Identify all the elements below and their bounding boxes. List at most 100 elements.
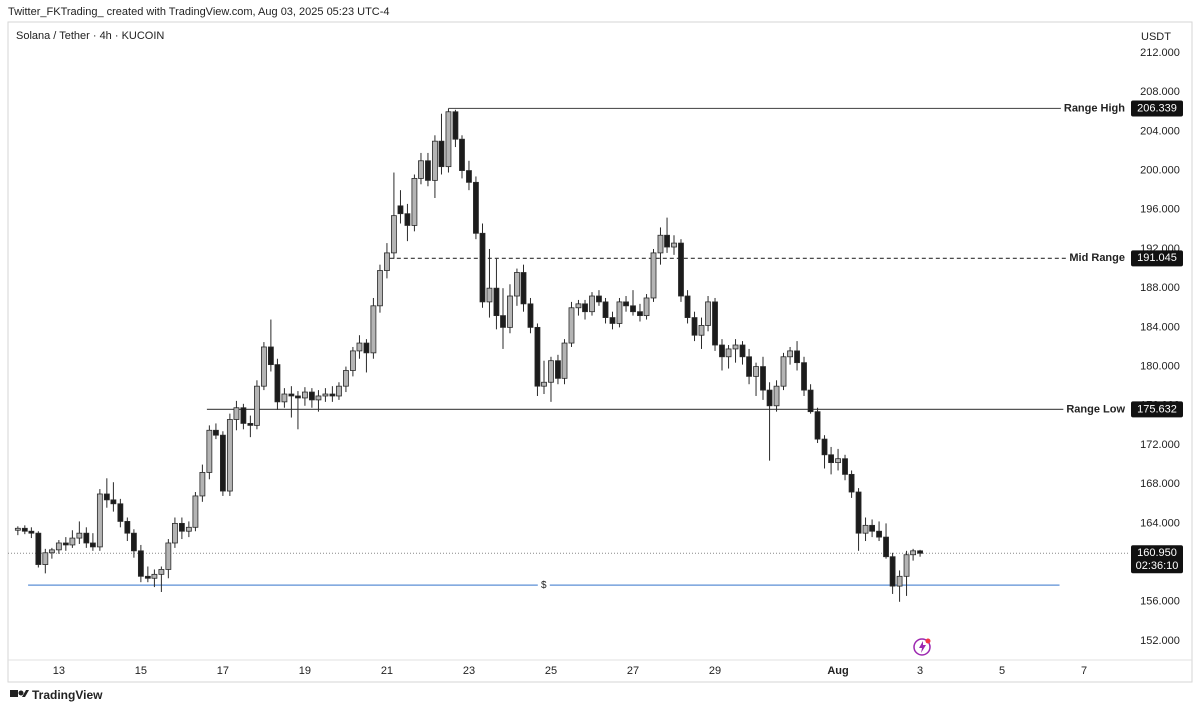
candle-body [582,303,588,313]
chart-title: Solana / Tether · 4h · KUCOIN [16,30,164,42]
last-price-box [1131,545,1183,574]
line-label: Mid Range [1069,252,1125,264]
price-box [1131,250,1183,267]
footer-bar [0,683,1200,711]
candle-body [343,370,349,387]
candle-body [206,429,213,473]
y-tick-label: 184.000 [1140,321,1180,333]
x-tick-label: 5 [999,665,1005,677]
candle-body [828,454,834,464]
x-tick-label: 7 [1081,665,1087,677]
candle-body [807,389,814,413]
candle-body [514,272,520,297]
candle-body [226,419,233,492]
price-box-label: 206.339 [1137,102,1177,114]
candle-body [131,532,137,552]
y-unit: USDT [1141,31,1171,43]
candle-body [848,473,855,493]
candle-body [910,550,917,556]
candle-body [411,178,418,226]
price-box [1131,401,1183,418]
candle-body [261,346,267,387]
header: Twitter_FKTrading_ created with TradingV… [8,6,390,18]
line-label-bg [1066,251,1128,266]
candle-body [178,522,185,532]
x-tick-label: 13 [53,665,65,677]
candle-body [876,530,882,538]
alert-icon [913,638,931,656]
x-tick-label: 23 [463,665,475,677]
candle-body [172,522,178,544]
candle-body [780,356,787,387]
candle-body [158,569,165,575]
candle-body [363,342,370,354]
candle-body [664,234,670,248]
candle-body [609,317,616,324]
candle-body [507,295,513,328]
candle-body [493,287,500,317]
candle-body [438,140,445,168]
candle-body [643,297,650,317]
line-label: $ [541,580,547,591]
candle-body [295,395,301,399]
candle-body [35,532,42,565]
x-tick-label: 27 [627,665,639,677]
candle-body [739,344,746,358]
candle-body [185,526,192,532]
candle-body [76,532,83,539]
candle-body [486,287,493,303]
y-tick-label: 180.000 [1140,360,1180,372]
candle-body [548,360,554,383]
candle-body [165,542,172,570]
candle-body [855,491,862,534]
candle-body [89,542,96,548]
candle-body [630,305,636,313]
candle-body [821,438,828,456]
candle-body [397,205,404,215]
candle-body [370,305,377,354]
line-label-bg [1063,402,1129,417]
candle-body [213,429,219,436]
y-tick-label: 188.000 [1140,282,1180,294]
y-tick-label: 208.000 [1140,86,1180,98]
candle-body [684,295,691,318]
candle-body [766,389,773,407]
candle-body [466,170,472,183]
candle-body [336,385,342,397]
candle-body [541,381,547,387]
y-tick-label: 172.000 [1140,439,1180,451]
candle-body [725,348,732,358]
x-tick-label: 3 [917,665,923,677]
candle-body [520,272,527,305]
candle-body [773,385,780,407]
x-tick-label: Aug [827,665,848,677]
candle-body [760,366,766,391]
candle-body [527,303,534,328]
y-tick-label: 156.000 [1140,596,1180,608]
candle-body [83,532,90,544]
candle-body [199,472,206,497]
candle-body [151,573,158,579]
candle-body [404,213,411,226]
candle-body [192,495,199,528]
chart-frame [7,21,1193,683]
candle-body [602,301,609,318]
candle-body [814,411,821,440]
candle-body [842,458,848,475]
x-tick-label: 25 [545,665,557,677]
candle-body [349,350,356,371]
candle-body [302,391,308,399]
candle-body [96,493,103,548]
candle-body [794,350,800,364]
candle-body [753,366,759,377]
candle-body [240,407,247,424]
candle-body [862,524,869,534]
candle-body [691,317,698,336]
candle-body [787,350,793,358]
last-price-label: 160.950 [1137,547,1177,559]
candle-body [144,575,151,579]
footer: TradingView [32,688,103,702]
candle-body [288,393,295,397]
candle-body [650,252,657,299]
